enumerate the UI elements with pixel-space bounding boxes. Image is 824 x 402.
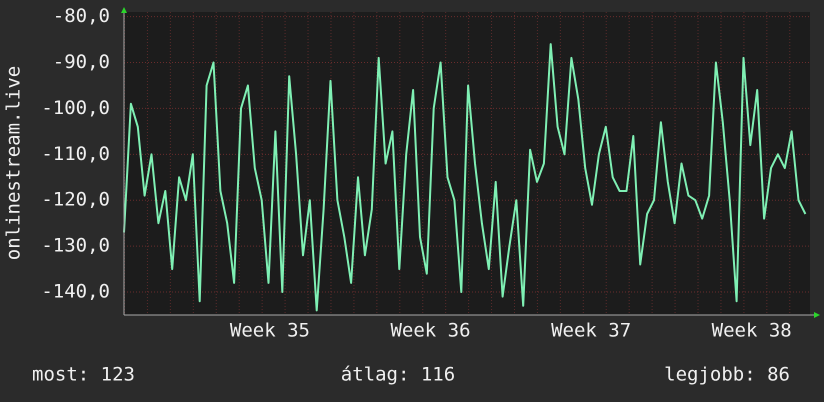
y-tick-label: -110,0 xyxy=(41,143,110,165)
footer-average: átlag: 116 xyxy=(341,364,455,386)
y-tick-label: -140,0 xyxy=(41,281,110,303)
footer-current: most: 123 xyxy=(32,364,135,386)
axis-arrow xyxy=(121,7,127,13)
y-tick-label: -80,0 xyxy=(53,5,110,27)
y-axis-label: onlinestream.live xyxy=(3,66,25,260)
y-tick-label: -90,0 xyxy=(53,51,110,73)
x-tick-label: Week 35 xyxy=(230,320,310,342)
series-line xyxy=(123,43,807,312)
x-tick-label: Week 37 xyxy=(551,320,631,342)
plot xyxy=(123,43,807,312)
x-tick-label: Week 36 xyxy=(390,320,470,342)
y-tick-label: -130,0 xyxy=(41,235,110,257)
axis-arrow xyxy=(814,312,820,318)
x-tick-label: Week 38 xyxy=(712,320,792,342)
minor-grid xyxy=(124,12,810,315)
y-tick-label: -120,0 xyxy=(41,189,110,211)
y-tick-label: -100,0 xyxy=(41,97,110,119)
footer-best: legjobb: 86 xyxy=(664,364,790,386)
